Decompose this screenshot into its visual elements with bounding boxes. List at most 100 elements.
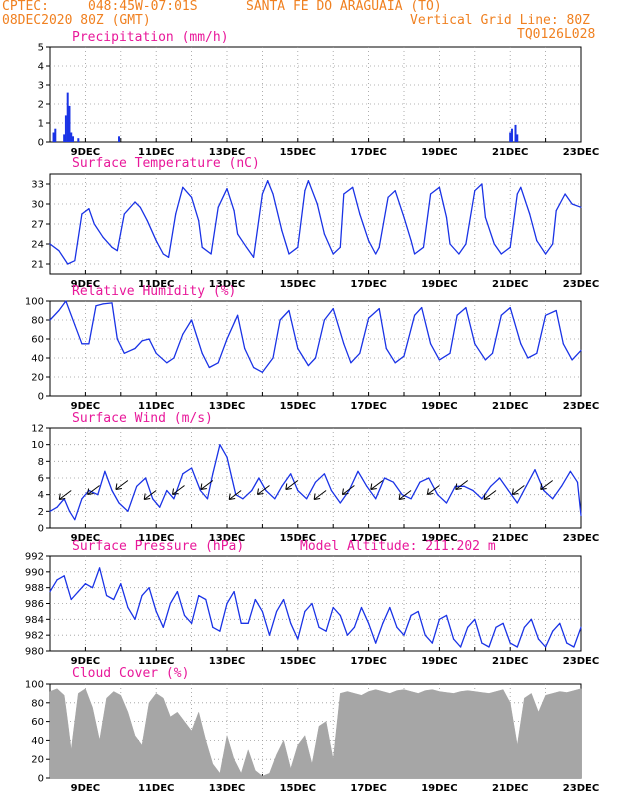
wind-arrow — [398, 490, 412, 500]
data-point — [414, 314, 416, 316]
data-point — [580, 349, 582, 351]
y-tick-label: 992 — [25, 552, 44, 563]
data-point — [205, 598, 207, 601]
wind-arrow — [540, 480, 553, 490]
data-point — [65, 300, 67, 302]
data-point — [297, 347, 299, 350]
wind-arrow — [200, 480, 214, 490]
data-point — [104, 470, 106, 472]
data-point — [438, 186, 440, 188]
x-date-label: 21DEC — [492, 279, 528, 290]
data-point — [500, 314, 502, 316]
data-point — [297, 489, 299, 492]
y-tick-label: 80 — [31, 316, 44, 327]
data-point — [410, 614, 412, 616]
data-point — [268, 634, 271, 636]
data-point — [97, 494, 99, 496]
precip-bar — [72, 136, 75, 142]
series-line — [49, 300, 582, 373]
data-point — [375, 498, 377, 500]
data-point — [520, 343, 522, 345]
data-point — [191, 467, 193, 469]
x-date-label: 9DEC — [71, 656, 100, 667]
wind-arrow — [257, 485, 270, 495]
wind-arrow-head — [370, 483, 377, 490]
precip-bar — [516, 134, 519, 142]
data-point — [438, 618, 440, 620]
data-point — [339, 502, 341, 504]
data-point — [387, 196, 389, 198]
precip-bar — [63, 134, 66, 142]
data-point — [431, 642, 433, 644]
x-date-label: 11DEC — [138, 279, 174, 290]
data-point — [265, 489, 267, 492]
data-point — [93, 223, 95, 225]
data-point — [275, 610, 278, 613]
panel-title: Surface Pressure (hPa) — [72, 539, 244, 554]
data-point — [247, 622, 249, 624]
data-point — [148, 587, 150, 589]
wind-arrow-head — [256, 488, 264, 495]
data-point — [392, 481, 394, 483]
x-date-label: 21DEC — [492, 533, 528, 544]
panel-annotation: Model Altitude: 211.202 m — [300, 539, 496, 554]
data-point — [428, 477, 430, 479]
data-point — [198, 220, 200, 222]
data-point — [545, 314, 547, 316]
data-point — [123, 352, 125, 354]
data-point — [155, 352, 157, 354]
data-point — [445, 216, 448, 218]
panel-title: Precipitation (mm/h) — [72, 30, 229, 45]
x-date-label: 19DEC — [421, 656, 457, 667]
y-tick-label: 980 — [25, 647, 44, 658]
wind-arrow-head — [511, 488, 519, 495]
data-point — [396, 626, 398, 628]
panel-title: Relative Humidity (%) — [72, 284, 236, 299]
panel-frame — [49, 173, 582, 275]
data-point — [500, 253, 502, 255]
x-date-label: 19DEC — [421, 401, 457, 412]
precip-bar — [54, 128, 57, 142]
data-point — [559, 622, 561, 624]
data-point — [173, 357, 175, 359]
data-point — [580, 626, 582, 628]
wind-arrow — [172, 485, 185, 495]
data-point — [325, 630, 327, 632]
data-point — [261, 610, 263, 613]
header-coords: 048:45W-07:01S — [88, 0, 198, 14]
wind-arrow — [512, 485, 525, 495]
y-tick-label: 0 — [38, 774, 44, 785]
x-date-label: 13DEC — [209, 279, 245, 290]
data-point — [314, 357, 317, 359]
data-point — [368, 240, 370, 242]
x-date-label: 23DEC — [563, 783, 599, 794]
data-point — [339, 246, 341, 248]
y-tick-label: 3 — [38, 81, 44, 92]
data-point — [350, 362, 352, 364]
x-date-label: 15DEC — [280, 533, 316, 544]
data-point — [237, 314, 239, 316]
wind-arrow — [143, 490, 157, 500]
data-point — [279, 319, 281, 321]
data-point — [534, 469, 536, 471]
data-point — [343, 343, 345, 345]
data-point — [118, 502, 120, 504]
data-point — [525, 485, 527, 487]
precip-bar — [68, 105, 71, 142]
data-point — [339, 614, 341, 616]
y-tick-label: 4 — [38, 490, 44, 501]
cloud-area — [49, 688, 582, 779]
panel-title: Surface Temperature (nC) — [72, 156, 260, 171]
y-tick-label: 40 — [31, 354, 44, 365]
data-point — [516, 193, 518, 195]
data-point — [226, 456, 228, 458]
data-point — [460, 646, 462, 648]
data-point — [226, 338, 228, 340]
series-line — [49, 567, 582, 648]
y-tick-label: 30 — [31, 200, 44, 211]
data-point — [111, 489, 113, 492]
data-point — [155, 240, 157, 242]
data-point — [318, 626, 320, 628]
data-point — [375, 642, 377, 644]
